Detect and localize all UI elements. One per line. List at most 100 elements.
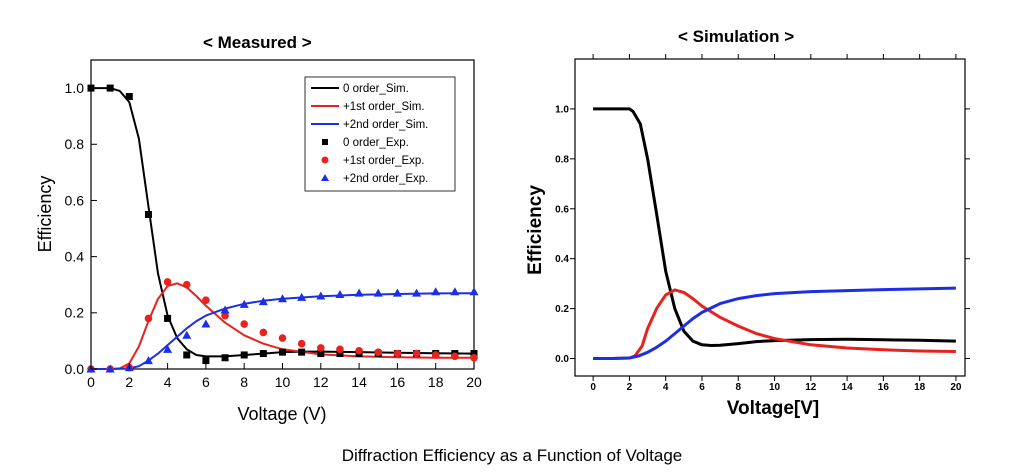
simulation-x-tick-label: 10	[769, 382, 781, 393]
legend-entry-label: +2nd order_Exp.	[343, 173, 428, 185]
measured-second-order-exp-point	[354, 288, 364, 297]
measured-first-order-exp-point	[278, 334, 287, 342]
measured-y-tick-label: 1.0	[65, 80, 85, 96]
measured-zero-order-exp-point	[240, 351, 248, 359]
figure-caption: Diffraction Efficiency as a Function of …	[341, 446, 683, 465]
measured-second-order-exp-point	[412, 288, 422, 297]
measured-chart-title: < Measured >	[203, 33, 312, 52]
measured-x-tick-label: 20	[466, 374, 482, 390]
simulation-chart-title: < Simulation >	[678, 27, 795, 46]
measured-zero-order-exp-point	[144, 211, 152, 218]
measured-x-axis-label: Voltage (V)	[237, 404, 326, 424]
measured-y-tick-label: 0.8	[65, 136, 85, 152]
measured-first-order-exp-point	[431, 351, 440, 359]
simulation-x-tick-label: 16	[878, 382, 890, 393]
measured-x-tick-label: 0	[87, 374, 95, 390]
simulation-y-tick-label: 0.2	[555, 304, 569, 315]
measured-x-tick-label: 2	[125, 374, 133, 390]
measured-first-order-exp-point	[451, 352, 459, 361]
measured-second-order-exp-point	[143, 356, 153, 365]
measured-series-line-2	[91, 292, 475, 370]
measured-first-order-exp-point	[297, 339, 306, 348]
legend-box	[304, 76, 456, 192]
measured-first-order-exp-point	[144, 314, 153, 323]
measured-zero-order-exp-point	[202, 357, 210, 365]
measured-x-tick-label: 12	[313, 374, 329, 390]
measured-second-order-exp-point	[239, 299, 249, 308]
measured-x-tick-label: 10	[275, 374, 291, 390]
measured-x-tick-label: 16	[390, 374, 406, 390]
simulation-x-axis-label: Voltage[V]	[727, 398, 820, 419]
measured-y-tick-label: 0.2	[65, 305, 85, 321]
simulation-series-line-1	[593, 288, 956, 360]
measured-zero-order-exp-point	[470, 350, 478, 358]
measured-second-order-exp-point	[297, 292, 307, 301]
measured-zero-order-exp-point	[259, 350, 267, 358]
measured-first-order-exp-point	[336, 345, 344, 354]
measured-zero-order-exp-point	[164, 314, 172, 322]
measured-x-tick-label: 4	[164, 374, 172, 390]
simulation-y-tick-label: 0.4	[555, 254, 569, 265]
measured-first-order-exp-point	[317, 344, 325, 352]
measured-first-order-exp-point	[355, 346, 363, 355]
measured-zero-order-exp-point	[298, 348, 306, 356]
measured-x-tick-label: 6	[202, 374, 210, 390]
measured-first-order-exp-point	[221, 311, 229, 320]
measured-first-order-exp-point	[163, 278, 172, 286]
legend-entry-label: 0 order_Sim.	[343, 83, 409, 95]
simulation-y-tick-label: 0.6	[555, 204, 569, 215]
simulation-plot-frame	[574, 58, 966, 377]
measured-zero-order-exp-point	[106, 84, 114, 92]
measured-second-order-exp-point	[316, 291, 326, 300]
measured-axes-layer: 0 2 4 6 8 10 12 14 16 18 20 0.0 0.2 0.4 0.6 0.8 1.0	[65, 80, 482, 390]
measured-y-tick-label: 0.4	[65, 249, 85, 265]
measured-y-tick-label: 0.0	[65, 361, 85, 377]
legend-marker-circle	[321, 156, 329, 164]
simulation-x-tick-label: 0	[590, 382, 596, 393]
measured-series-line-1	[91, 282, 474, 370]
legend-marker-square	[322, 139, 328, 145]
measured-second-order-exp-point	[335, 290, 345, 299]
simulation-x-tick-label: 20	[950, 382, 962, 393]
legend-entry-label: +1st order_Exp.	[343, 155, 425, 167]
measured-second-order-exp-point	[258, 297, 268, 306]
measured-second-order-exp-point	[201, 319, 211, 328]
measured-first-order-exp-point	[374, 348, 383, 356]
measured-first-order-exp-point	[393, 349, 402, 358]
measured-first-order-exp-point	[470, 353, 478, 362]
measured-second-order-exp-point	[450, 287, 460, 296]
measured-second-order-exp-point	[373, 288, 383, 297]
simulation-series-layer	[593, 107, 956, 360]
measured-series-layer	[86, 84, 479, 373]
simulation-series-line-0	[593, 107, 956, 347]
measured-x-tick-label: 18	[428, 374, 444, 390]
simulation-x-tick-label: 6	[699, 382, 705, 393]
legend-marker-triangle	[321, 174, 329, 181]
measured-y-tick-label: 0.6	[65, 192, 85, 208]
simulation-y-tick-label: 0.8	[555, 154, 569, 165]
simulation-y-tick-label: 1.0	[555, 104, 569, 115]
measured-y-axis-label: Efficiency	[35, 176, 55, 253]
measured-zero-order-exp-point	[183, 351, 191, 359]
measured-second-order-exp-point	[431, 287, 441, 296]
measured-first-order-exp-point	[259, 328, 268, 337]
measured-zero-order-exp-point	[221, 354, 229, 362]
simulation-axes-layer: 0 2 4 6 8 10 12 14 16 18 20 0.0 0.2 0.4 0.6 0.8 1.0	[555, 54, 970, 393]
simulation-chart: 0 2 4 6 8 10 12 14 16 18 20 0.0 0.2 0.4 0.6 0.8 1.0 Volt…	[525, 54, 970, 419]
measured-second-order-exp-point	[392, 288, 402, 297]
measured-x-tick-label: 14	[351, 374, 367, 390]
measured-first-order-exp-point	[182, 280, 191, 289]
measured-zero-order-exp-point	[336, 350, 344, 358]
simulation-series-line-2	[593, 286, 956, 360]
measured-second-order-exp-point	[182, 330, 192, 339]
simulation-x-tick-label: 8	[735, 382, 741, 393]
measured-legend: 0 order_Sim. +1st order_Sim. +2nd order_Si…	[304, 76, 456, 192]
simulation-x-tick-label: 4	[663, 382, 669, 393]
measured-zero-order-exp-point	[317, 350, 325, 358]
measured-first-order-exp-point	[412, 349, 421, 358]
legend-entry-label: +2nd order_Sim.	[343, 119, 428, 131]
simulation-x-tick-label: 14	[842, 382, 854, 393]
measured-chart: 0 2 4 6 8 10 12 14 16 18 20 0.0 0.2 0.4 0.6 0.8 1.0 0 or…	[35, 59, 482, 424]
simulation-x-tick-label: 18	[914, 382, 926, 393]
